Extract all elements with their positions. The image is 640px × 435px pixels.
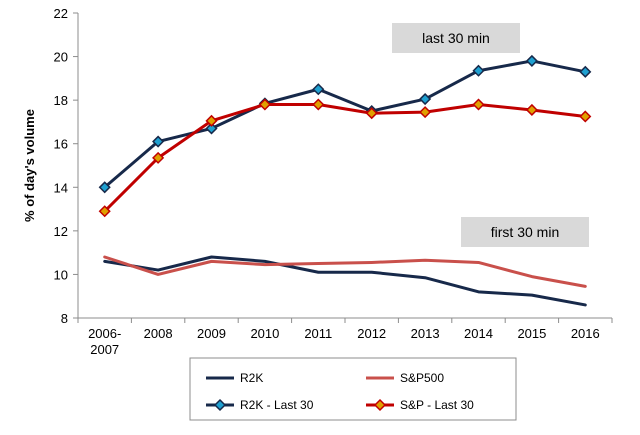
legend: R2K S&P500 R2K - Last 30 S&P - Last 30 (189, 357, 517, 421)
series-line-s-p-last-30 (103, 103, 587, 213)
annotation-label: last 30 min (422, 30, 490, 46)
x-tick-label: 2015 (517, 326, 546, 341)
series-lines (98, 54, 592, 307)
legend-label-s-p500: S&P500 (400, 371, 444, 385)
data-point-s-p-last-30 (525, 103, 538, 117)
data-point-s-p-last-30 (152, 151, 165, 164)
data-point-s-p-last-30 (312, 98, 325, 111)
x-tick-label: 2008 (144, 326, 173, 341)
data-point-s-p-last-30 (472, 98, 485, 111)
data-point-s-p-last-30 (258, 98, 271, 111)
x-tick-label: 2011 (304, 326, 332, 341)
data-point-s-p-last-30 (365, 107, 378, 120)
axes: 8 10 12 14 16 18 20 22 2006-2007 2008 2009 2010 2011… (22, 6, 613, 357)
series-line-s-p500 (103, 255, 587, 288)
data-point-s-p-last-30 (579, 110, 592, 123)
y-tick-label: 14 (54, 180, 68, 195)
data-point-r2k-last-30 (205, 122, 218, 135)
legend-marker-r2k-last-30 (213, 398, 227, 412)
y-tick-label: 18 (54, 93, 68, 108)
data-point-r2k-last-30 (579, 65, 592, 78)
data-point-r2k-last-30 (98, 181, 111, 194)
x-tick-label: 2012 (357, 326, 386, 341)
data-point-r2k-last-30 (419, 92, 432, 106)
y-tick-label: 20 (54, 50, 68, 65)
y-tick-label: 10 (54, 267, 68, 282)
legend-label-s-p-last-30: S&P - Last 30 (400, 398, 474, 412)
data-point-r2k-last-30 (472, 64, 485, 77)
data-point-r2k-last-30 (525, 54, 538, 67)
series-line-r2k (103, 255, 587, 307)
annotation-box (461, 217, 589, 247)
data-point-s-p-last-30 (419, 106, 432, 119)
y-tick-label: 8 (61, 311, 68, 326)
x-tick-label: 2009 (197, 326, 226, 341)
x-tick-label: 2014 (464, 326, 493, 341)
legend-label-r2k-last-30: R2K - Last 30 (240, 398, 314, 412)
annotation-label: first 30 min (491, 224, 559, 240)
x-tick-label: 2006-2007 (88, 326, 121, 357)
y-tick-label: 16 (54, 137, 68, 152)
x-tick-label: 2010 (250, 326, 279, 341)
data-point-r2k-last-30 (312, 83, 325, 96)
legend-label-r2k: R2K (240, 371, 263, 385)
data-point-s-p-last-30 (98, 205, 111, 218)
data-point-s-p-last-30 (205, 114, 218, 127)
legend-marker-s-p-last-30 (373, 398, 387, 412)
legend-box (189, 357, 517, 421)
data-point-r2k-last-30 (152, 135, 165, 148)
x-tick-label: 2013 (411, 326, 440, 341)
y-tick-label: 12 (54, 224, 68, 239)
annotations: last 30 min first 30 min (392, 23, 589, 247)
x-tick-label: 2016 (571, 326, 600, 341)
series-line-r2k-last-30 (103, 59, 587, 189)
annotation-box (392, 23, 520, 53)
y-tick-label: 22 (54, 6, 68, 21)
y-axis-title: % of day's volume (22, 109, 37, 222)
